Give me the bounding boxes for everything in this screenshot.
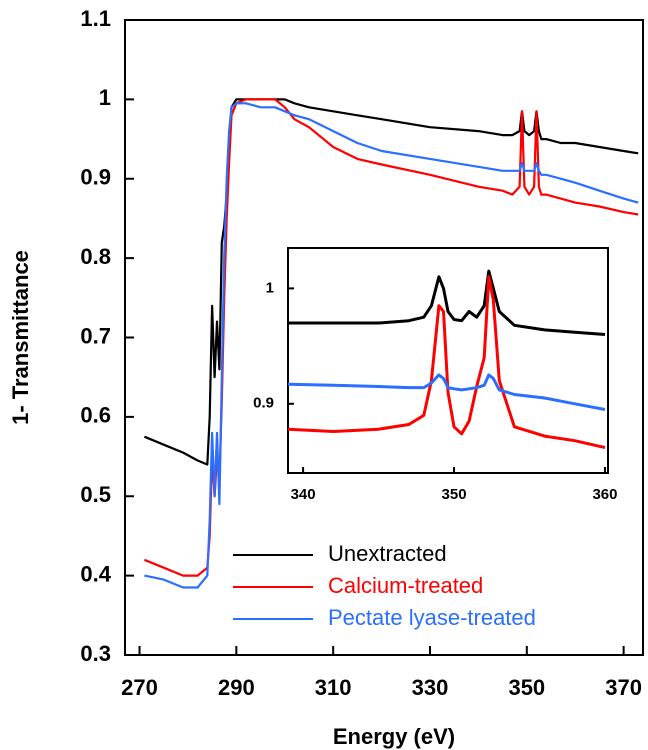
legend-label: Pectate lyase-treated [328, 605, 536, 630]
series-line [143, 98, 639, 466]
x-tick-label: 270 [121, 675, 158, 700]
y-tick-label: 0.9 [80, 165, 111, 190]
y-tick-label: 0.7 [80, 323, 111, 348]
x-tick-label: 340 [291, 486, 316, 503]
x-tick-label: 350 [442, 486, 467, 503]
x-tick-label: 330 [412, 675, 449, 700]
y-tick-label: 0.4 [80, 561, 111, 586]
x-axis-label: Energy (eV) [333, 724, 455, 749]
y-axis-label: 1- Transmittance [8, 250, 33, 425]
x-tick-label: 310 [315, 675, 352, 700]
series-line [288, 275, 606, 450]
x-tick-label: 350 [508, 675, 545, 700]
plot-frame [287, 247, 609, 474]
x-tick-label: 290 [218, 675, 255, 700]
y-tick-label: 0.8 [80, 244, 111, 269]
x-tick-label: 370 [605, 675, 642, 700]
y-tick-label: 1 [266, 279, 274, 296]
y-tick-label: 0.5 [80, 482, 111, 507]
y-tick-label: 1 [99, 85, 111, 110]
y-tick-label: 0.6 [80, 403, 111, 428]
x-tick-label: 360 [592, 486, 617, 503]
series-line [288, 269, 606, 336]
series-line [288, 373, 606, 411]
series-line [144, 102, 639, 589]
y-tick-label: 0.3 [80, 641, 111, 666]
y-tick-label: 1.1 [80, 6, 111, 31]
y-tick-label: 0.9 [253, 395, 274, 412]
legend-label: Calcium-treated [328, 573, 483, 598]
legend-label: Unextracted [328, 541, 447, 566]
